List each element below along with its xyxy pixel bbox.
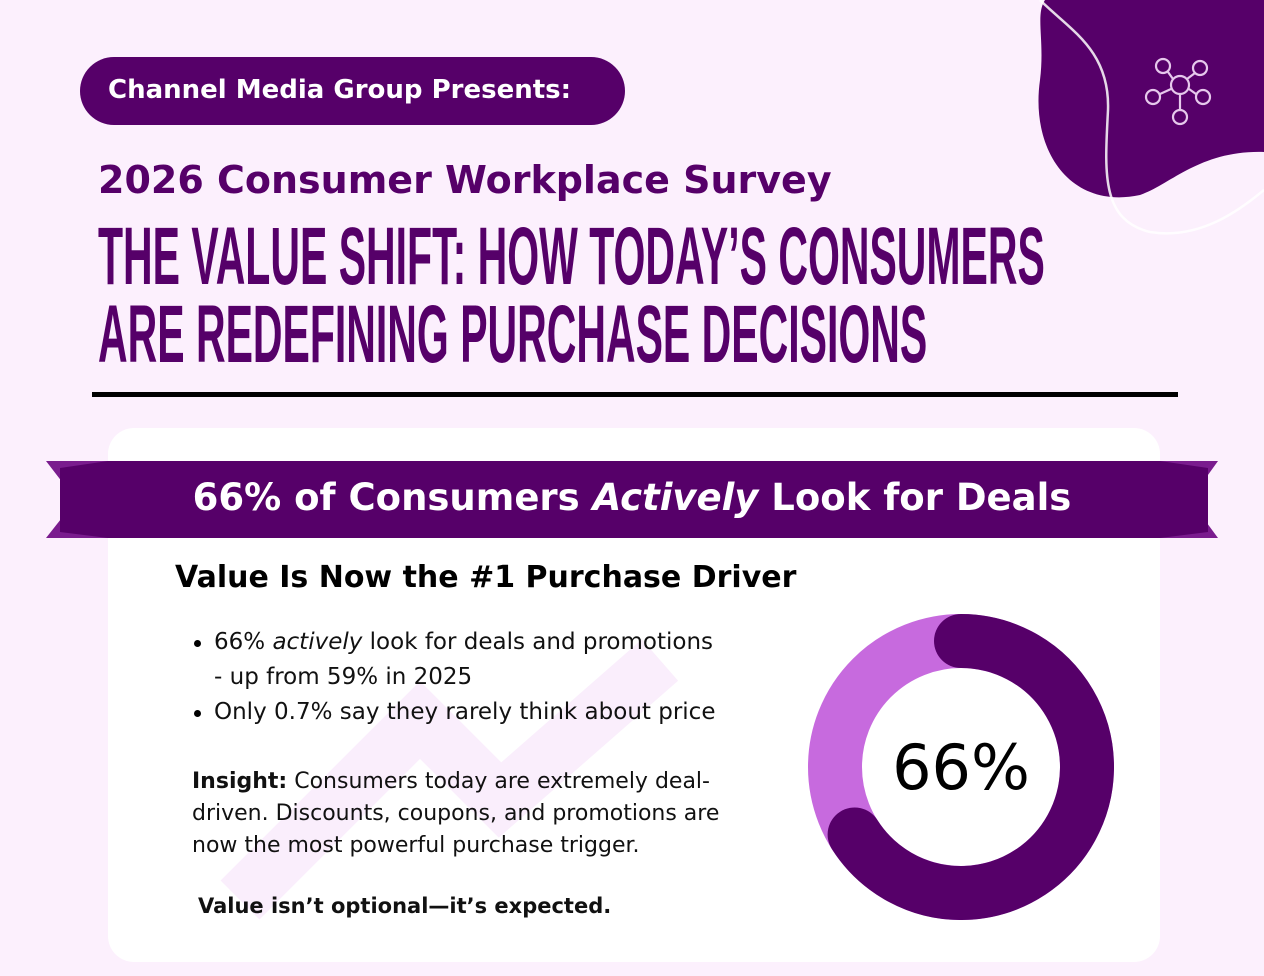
presenter-badge: Channel Media Group Presents: bbox=[80, 57, 625, 125]
list-item: Only 0.7% say they rarely think about pr… bbox=[193, 695, 715, 730]
insight-text: Insight: Consumers today are extremely d… bbox=[192, 769, 720, 858]
list-item: 66% actively look for deals and promotio… bbox=[193, 625, 715, 695]
tagline: Value isn’t optional—it’s expected. bbox=[198, 894, 612, 918]
banner-headline: 66% of Consumers Actively Look for Deals bbox=[192, 476, 1072, 519]
donut-chart bbox=[808, 614, 1114, 920]
divider bbox=[92, 392, 1178, 397]
network-icon bbox=[1144, 57, 1212, 126]
section-heading: Value Is Now the #1 Purchase Driver bbox=[175, 560, 797, 595]
donut-slice-deal-seekers bbox=[827, 614, 1114, 920]
donut-center-label: 66% bbox=[892, 730, 1030, 804]
stat-list: 66% actively look for deals and promotio… bbox=[193, 625, 715, 730]
survey-name: 2026 Consumer Workplace Survey bbox=[98, 158, 832, 202]
page-title: THE VALUE SHIFT: HOW TODAY’S CONSUMERS AR… bbox=[98, 211, 1045, 380]
trend-arrow-watermark bbox=[220, 639, 679, 920]
